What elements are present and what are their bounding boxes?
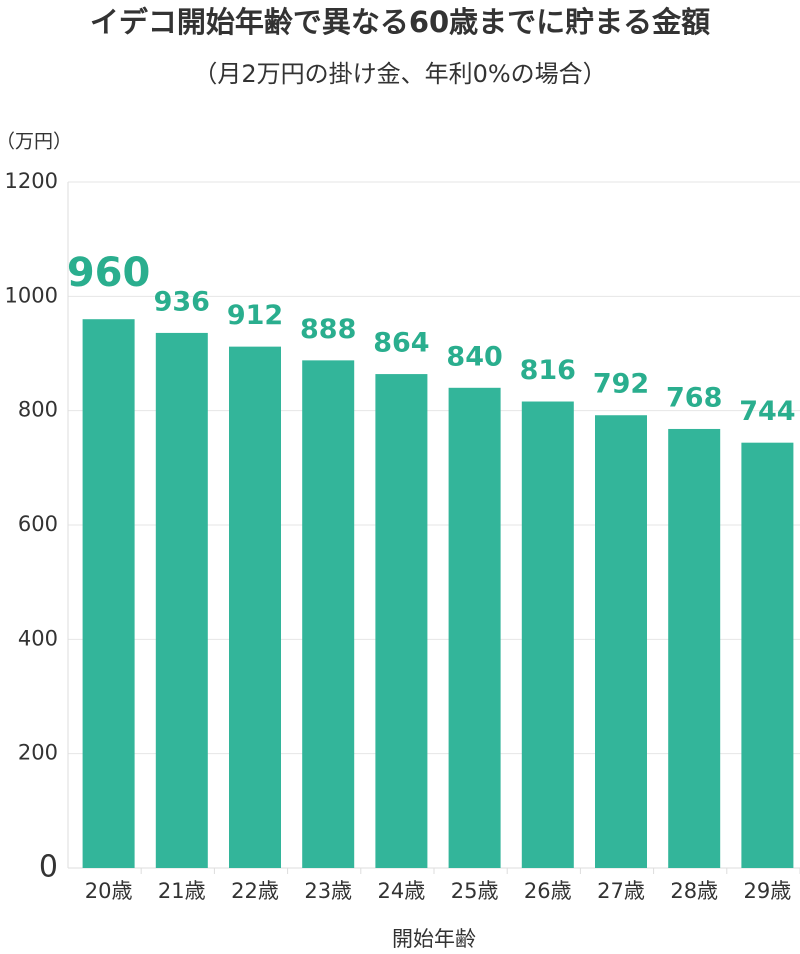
- y-tick-label: 0: [39, 850, 58, 885]
- y-tick-label: 1200: [5, 169, 58, 193]
- x-tick-label: 24歳: [378, 879, 426, 903]
- x-tick-label: 22歳: [231, 879, 279, 903]
- bar: [82, 319, 135, 868]
- bar: [302, 360, 355, 868]
- value-label: 744: [739, 396, 795, 427]
- value-label: 840: [446, 341, 502, 372]
- y-tick-label: 200: [18, 741, 58, 765]
- bar: [375, 374, 428, 868]
- value-label: 792: [593, 369, 649, 400]
- x-tick-label: 26歳: [524, 879, 572, 903]
- value-label: 888: [300, 314, 356, 345]
- y-tick-label: 1000: [5, 283, 58, 307]
- value-label: 768: [666, 382, 722, 413]
- x-tick-label: 29歳: [744, 879, 792, 903]
- chart-title: イデコ開始年齢で異なる60歳までに貯まる金額: [90, 5, 710, 39]
- y-tick-label: 600: [18, 512, 58, 536]
- bar: [741, 442, 794, 868]
- chart-subtitle: （月2万円の掛け金、年利0%の場合）: [193, 60, 606, 88]
- bar: [448, 387, 501, 868]
- y-axis-unit: （万円）: [0, 131, 72, 153]
- x-tick-label: 28歳: [670, 879, 718, 903]
- value-label: 912: [227, 300, 283, 331]
- y-tick-label: 800: [18, 398, 58, 422]
- bar: [668, 428, 721, 868]
- x-tick-label: 23歳: [304, 879, 352, 903]
- x-axis-title: 開始年齢: [392, 927, 476, 951]
- value-label: 960: [67, 250, 151, 296]
- x-tick-label: 21歳: [158, 879, 206, 903]
- bar: [229, 346, 281, 868]
- x-tick-label: 27歳: [597, 879, 645, 903]
- value-label: 864: [373, 328, 429, 359]
- y-tick-label: 400: [18, 626, 58, 650]
- bar: [595, 415, 647, 868]
- x-tick-label: 20歳: [85, 879, 133, 903]
- value-label: 936: [154, 286, 210, 317]
- bar: [155, 332, 208, 868]
- bar: [521, 401, 574, 868]
- value-label: 816: [520, 355, 576, 386]
- x-tick-label: 25歳: [451, 879, 499, 903]
